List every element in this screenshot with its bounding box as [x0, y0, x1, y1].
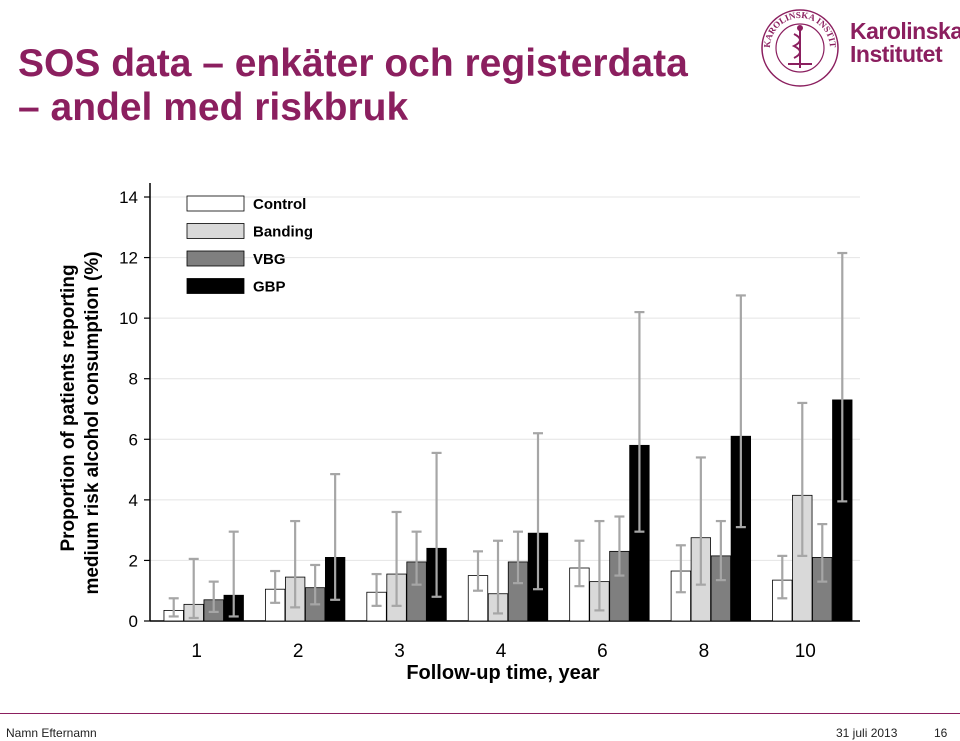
y-tick-label: 0	[129, 612, 138, 631]
x-tick-label: 1	[191, 641, 202, 662]
y-axis-label-line2: medium risk alcohol consumption (%)	[82, 251, 103, 594]
legend-label-vbg: VBG	[253, 251, 286, 268]
footer-divider	[0, 713, 960, 714]
x-tick-label: 6	[597, 641, 608, 662]
x-axis-label: Follow-up time, year	[406, 662, 600, 684]
x-tick-label: 3	[394, 641, 405, 662]
legend-label-gbp: GBP	[253, 279, 286, 296]
y-tick-label: 6	[129, 430, 138, 449]
logo-line1: Karolinska	[850, 18, 960, 44]
logo-wordmark: Karolinska Institutet	[850, 20, 960, 66]
x-tick-label: 2	[293, 641, 304, 662]
legend-swatch-vbg	[186, 250, 245, 267]
slide-title-line2: – andel med riskbruk	[18, 86, 409, 129]
logo-line2: Institutet	[850, 41, 943, 67]
footer-author: Namn Efternamn	[6, 726, 97, 740]
y-tick-label: 4	[129, 491, 138, 510]
y-tick-label: 10	[119, 309, 138, 328]
legend-label-banding: Banding	[253, 224, 313, 241]
legend-label-control: Control	[253, 196, 306, 213]
legend-swatch-banding	[186, 223, 245, 239]
y-tick-label: 2	[129, 551, 138, 570]
slide-title-line1: SOS data – enkäter och registerdata	[18, 42, 688, 85]
legend-swatch-gbp	[186, 278, 245, 294]
x-tick-label: 10	[795, 641, 816, 662]
x-tick-label: 4	[496, 641, 507, 662]
y-axis-label-line1: Proportion of patients reporting	[58, 264, 79, 551]
slide-title: SOS data – enkäter och registerdata – an…	[18, 42, 688, 130]
karolinska-seal-logo: KAROLINSKA INSTITUTET · ANNO 1810	[756, 4, 839, 87]
footer-date: 31 juli 2013	[836, 726, 898, 740]
y-tick-label: 12	[119, 249, 138, 268]
page-number: 16	[934, 726, 948, 740]
y-tick-label: 8	[129, 370, 138, 389]
x-tick-label: 8	[699, 641, 710, 662]
legend-swatch-control	[186, 195, 245, 212]
y-tick-label: 14	[119, 188, 138, 207]
